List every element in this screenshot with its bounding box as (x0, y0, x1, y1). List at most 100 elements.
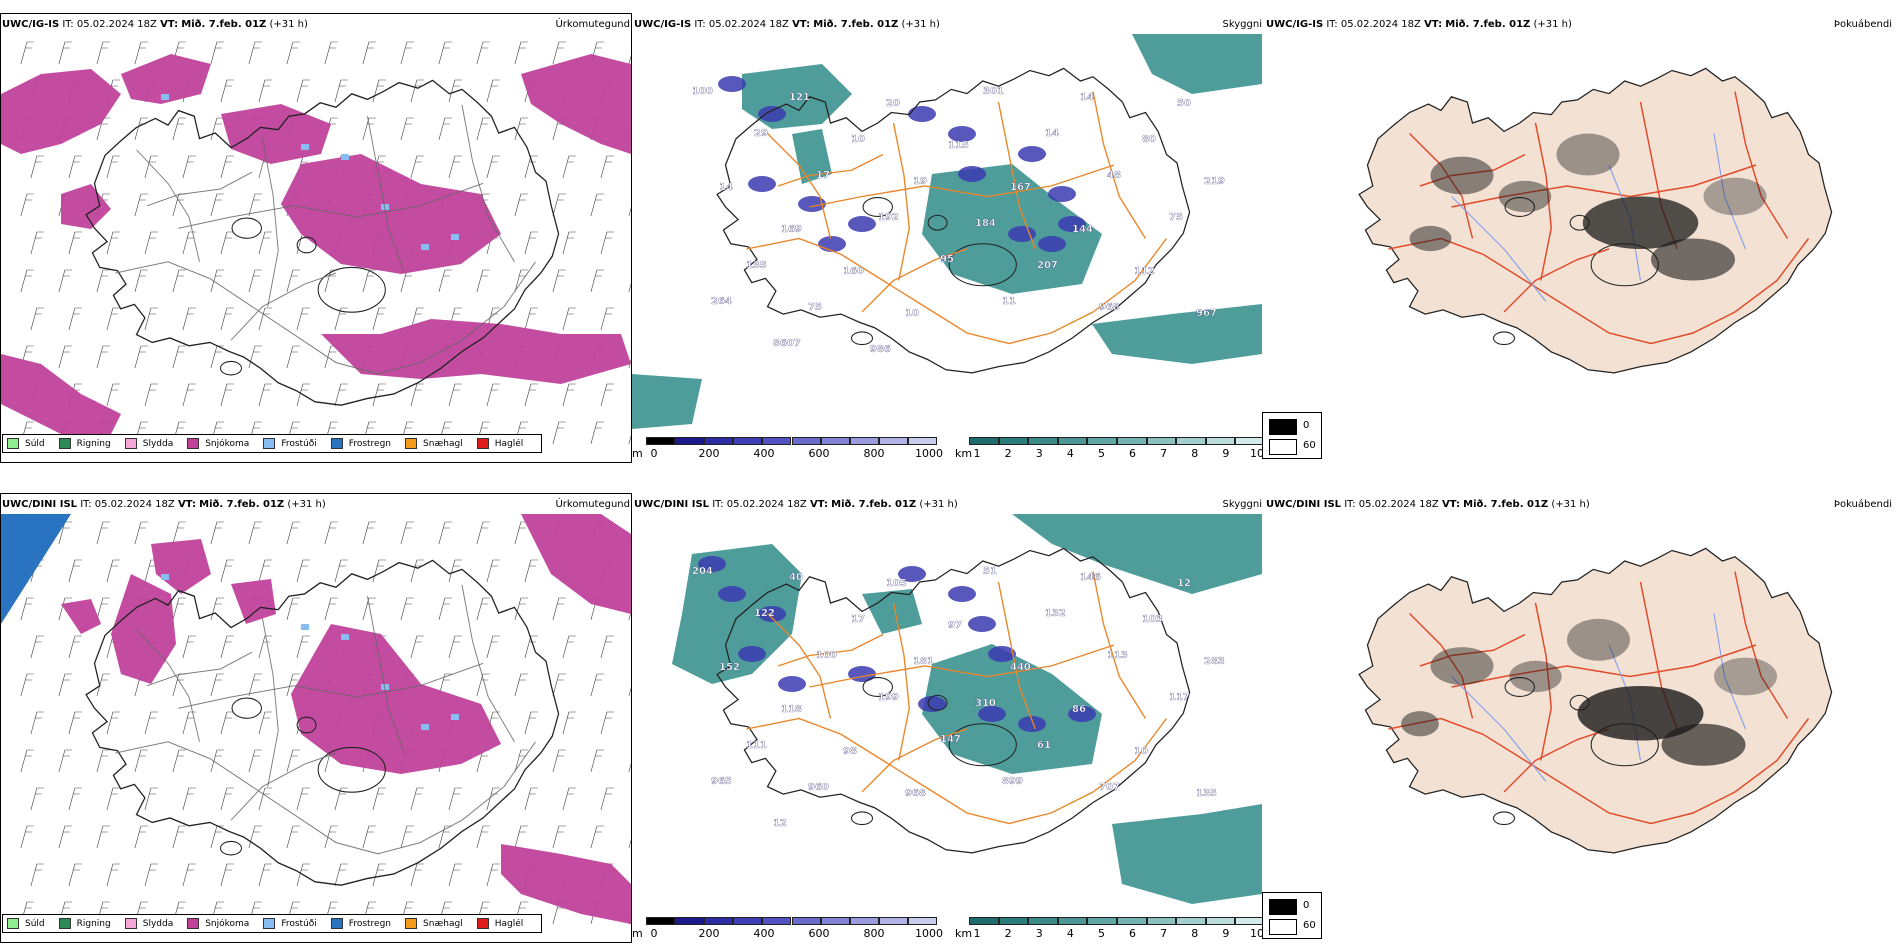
wind-barb (514, 521, 528, 545)
cloud-base-patch (978, 706, 1006, 722)
snow-area (111, 574, 176, 684)
colorbar-segment (675, 917, 705, 925)
freezing-drizzle-cell (301, 624, 309, 630)
wind-barb (552, 749, 566, 773)
wind-barb (562, 635, 576, 659)
visibility-value-label: 144 (1072, 224, 1093, 235)
road-line (861, 728, 968, 793)
wind-barb (96, 749, 110, 773)
colorbar-segment (1235, 437, 1265, 445)
visibility-value-label: 310 (975, 698, 996, 709)
wind-barb (628, 207, 631, 217)
wind-barb (296, 559, 310, 583)
model-name: UWC/DINI ISL (2, 499, 78, 510)
wind-barb (58, 41, 72, 65)
visibility-value-label: 707 (1099, 782, 1120, 793)
wind-barb (144, 863, 158, 887)
row1-fog-header: UWC/IG-IS IT: 05.02.2024 18Z VT: Mið. 7.… (1264, 14, 1900, 34)
colorbar-tick-label: 800 (863, 927, 885, 940)
it-label: IT: (80, 499, 92, 510)
it-value: 05.02.2024 18Z (1358, 499, 1439, 510)
fog-shading (1582, 196, 1699, 249)
legend-swatch (58, 918, 71, 929)
visibility-value-label: 98 (843, 746, 857, 757)
iceland-group (1358, 67, 1833, 374)
colorbar-segment (878, 437, 908, 445)
legend-swatch (124, 438, 137, 449)
low-visibility-area (1012, 514, 1262, 594)
colorbar-unit: km (955, 447, 973, 460)
wind-barb (286, 521, 300, 545)
wind-barb (628, 687, 631, 697)
glacier-langjokull (231, 697, 262, 719)
wind-barb (562, 711, 576, 735)
fog-legend-label: 0 (1303, 420, 1310, 431)
wind-barb (628, 55, 631, 65)
wind-barb (324, 41, 338, 65)
wind-barb (258, 79, 272, 103)
wind-barb (296, 307, 310, 331)
colorbar-segment (675, 437, 705, 445)
legend-swatch (476, 438, 489, 449)
wind-barb (134, 825, 148, 849)
glacier-hofsjokull (927, 214, 948, 231)
vt-value: Mið. 7.feb. 01Z (1445, 19, 1531, 30)
wind-barb (628, 611, 631, 621)
panel-title: Skyggni (1222, 19, 1262, 30)
row2-vis-colorbar: km 1 2 3 4 5 6 7 8 9 10 (955, 917, 1265, 941)
cloud-base-patch (818, 236, 846, 252)
wind-barb (562, 231, 576, 255)
iceland-group (85, 79, 560, 406)
colorbar-segment (907, 437, 937, 445)
fog-shading (1401, 711, 1439, 737)
wind-barb (210, 521, 224, 545)
colorbar-segment (1205, 917, 1236, 925)
iceland-group (716, 67, 1191, 374)
road-line (367, 596, 405, 754)
colorbar-segment (1117, 917, 1147, 925)
wind-barb (210, 673, 224, 697)
colorbar-tick-label: 200 (698, 447, 720, 460)
road-line (767, 133, 832, 239)
legend-item: Snjókoma (187, 918, 249, 929)
row1-precip-panel (0, 13, 632, 463)
visibility-value-label: 20 (886, 98, 900, 109)
wind-barb (600, 155, 614, 179)
wind-barb (220, 155, 234, 179)
low-visibility-area (922, 644, 1102, 774)
wind-barb (30, 231, 44, 255)
map-header: UWC/DINI ISL IT: 05.02.2024 18Z VT: Mið.… (2, 498, 630, 512)
wind-barb (562, 155, 576, 179)
visibility-value-label: 301 (983, 86, 1004, 97)
wind-barb (438, 521, 452, 545)
colorbar-segment (1087, 437, 1117, 445)
glacier-hofsjokull (927, 694, 948, 711)
wind-barb (220, 383, 234, 407)
legend-label: Haglél (494, 918, 524, 929)
legend-swatch (476, 918, 489, 929)
fog-shading (1577, 685, 1704, 741)
wind-barb (476, 673, 490, 697)
colorbar-segment (907, 917, 937, 925)
colorbar-segment (646, 437, 676, 445)
legend-label: Frostregn (348, 438, 392, 449)
colorbar-tick-label: 5 (1097, 927, 1105, 940)
wind-barb (248, 345, 262, 369)
legend-label: Snjókoma (205, 918, 250, 929)
visibility-value-label: 167 (1010, 182, 1031, 193)
legend-label: Haglél (494, 438, 524, 449)
wind-barb (552, 193, 566, 217)
cloud-base-patch (968, 616, 996, 632)
model-name: UWC/IG-IS (634, 19, 692, 30)
visibility-value-label: 48 (1107, 170, 1121, 181)
wind-barb (600, 231, 614, 255)
snow-area (1, 354, 121, 434)
freezing-drizzle-cell (421, 244, 429, 250)
visibility-value-label: 960 (808, 782, 829, 793)
wind-barb (172, 269, 186, 293)
visibility-value-label: 86 (1072, 704, 1086, 715)
visibility-value-label: 181 (913, 656, 934, 667)
wind-barb (106, 383, 120, 407)
visibility-value-label: 967 (1196, 308, 1217, 319)
low-visibility-area (1092, 304, 1262, 364)
